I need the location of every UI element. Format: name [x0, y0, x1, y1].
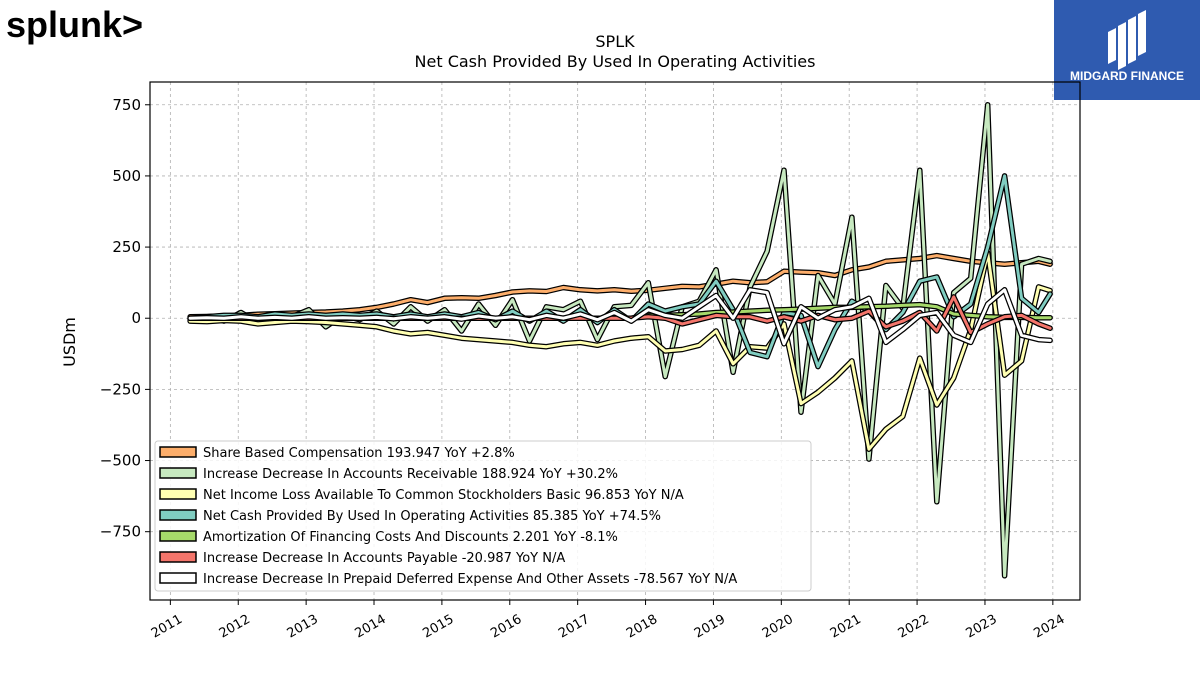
x-tick-label: 2012 [217, 612, 253, 642]
series-line-2 [187, 250, 1053, 452]
x-tick-label: 2022 [896, 612, 932, 642]
chart-subtitle: Net Cash Provided By Used In Operating A… [415, 52, 816, 71]
legend-label: Net Income Loss Available To Common Stoc… [203, 488, 684, 503]
midgard-logo-text: MIDGARD FINANCE [1070, 69, 1184, 83]
legend-swatch [159, 446, 197, 458]
plot-frame [149, 81, 1081, 601]
legend-swatch [159, 509, 197, 521]
legend-item: Increase Decrease In Accounts Receivable… [159, 467, 618, 482]
series-line-stroke [188, 288, 1052, 346]
legend-swatch [159, 530, 197, 542]
x-tick-label: 2014 [353, 612, 389, 642]
splunk-logo-text: splunk> [6, 4, 143, 45]
legend-item: Increase Decrease In Prepaid Deferred Ex… [159, 572, 737, 587]
midgard-emblem-icon [1108, 10, 1146, 70]
y-tick-label: 250 [112, 238, 141, 256]
x-tick-label: 2013 [285, 612, 321, 642]
y-axis-ticks: 750 500 250 0 −250 −500 −750 [100, 96, 150, 541]
chart-title: SPLK [595, 32, 635, 51]
y-tick-label: 0 [131, 309, 141, 327]
legend-item: Share Based Compensation 193.947 YoY +2.… [159, 446, 515, 461]
y-tick-label: 500 [112, 167, 141, 185]
legend-label: Share Based Compensation 193.947 YoY +2.… [203, 446, 515, 461]
legend: Share Based Compensation 193.947 YoY +2.… [154, 440, 812, 592]
x-tick-label: 2011 [149, 612, 185, 642]
legend-item: Increase Decrease In Accounts Payable -2… [159, 551, 565, 566]
x-tick-label: 2020 [760, 612, 796, 642]
legend-swatch [159, 467, 197, 479]
legend-swatch [159, 488, 197, 500]
legend-item: Net Cash Provided By Used In Operating A… [159, 509, 661, 524]
y-tick-label: −750 [100, 523, 141, 541]
series-line-stroke [188, 251, 1052, 451]
midgard-finance-logo: MIDGARD FINANCE [1054, 0, 1200, 100]
y-axis-label: USDm [60, 317, 79, 367]
y-tick-label: 750 [112, 96, 141, 114]
legend-label: Increase Decrease In Prepaid Deferred Ex… [203, 572, 737, 587]
y-tick-label: −250 [100, 380, 141, 398]
x-tick-label: 2021 [828, 612, 864, 642]
x-tick-label: 2015 [420, 612, 456, 642]
x-tick-label: 2023 [963, 612, 999, 642]
legend-label: Increase Decrease In Accounts Payable -2… [203, 551, 565, 566]
legend-swatch [159, 551, 197, 563]
legend-label: Net Cash Provided By Used In Operating A… [203, 509, 661, 524]
x-tick-label: 2024 [1031, 612, 1067, 642]
y-tick-label: −500 [100, 452, 141, 470]
legend-item: Amortization Of Financing Costs And Disc… [159, 530, 618, 545]
x-axis-ticks: 2011 2012 2013 2014 2015 2016 2017 2018 2019 2020… [149, 600, 1068, 641]
x-tick-label: 2018 [624, 612, 660, 642]
splunk-logo: splunk> [6, 4, 156, 52]
x-tick-label: 2019 [692, 612, 728, 642]
legend-box [154, 440, 812, 592]
legend-label: Increase Decrease In Accounts Receivable… [203, 467, 618, 482]
series-line-6 [187, 287, 1053, 347]
x-tick-label: 2017 [556, 612, 592, 642]
legend-swatch [159, 572, 197, 584]
series-layer [187, 102, 1053, 579]
legend-item: Net Income Loss Available To Common Stoc… [159, 488, 684, 503]
legend-label: Amortization Of Financing Costs And Disc… [203, 530, 618, 545]
x-tick-label: 2016 [488, 612, 524, 642]
